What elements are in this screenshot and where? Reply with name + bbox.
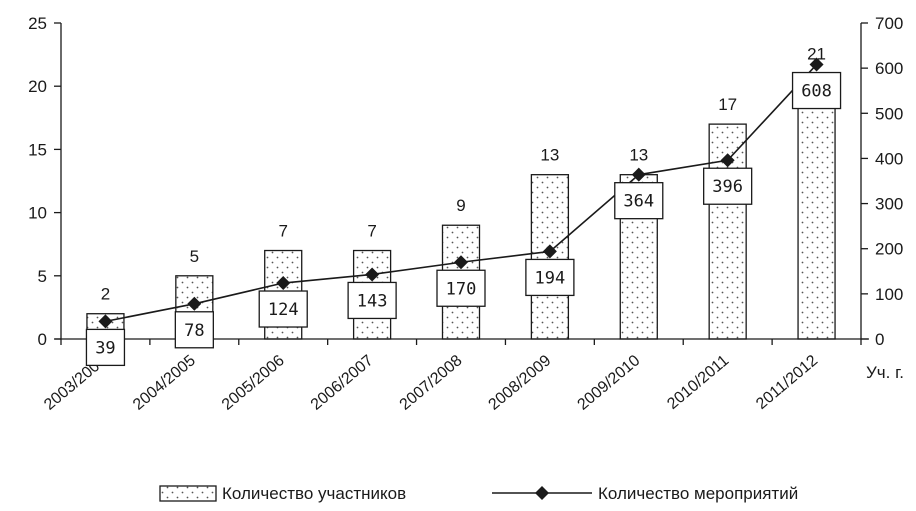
line-marker-2009/2010 — [631, 167, 646, 182]
bar-value-label: 21 — [807, 45, 826, 64]
line-value-label: 396 — [712, 177, 743, 197]
axes-layer: 051015202501002003004005006007002003/200… — [28, 14, 904, 414]
line-value-label: 608 — [801, 82, 832, 102]
line-value-box — [791, 71, 842, 110]
line-marker-2007/2008 — [454, 255, 468, 270]
y-left-tick-label: 5 — [38, 267, 47, 286]
bar-value-label: 5 — [190, 247, 199, 266]
y-left-tick-label: 15 — [28, 140, 47, 159]
line-value-box — [258, 290, 308, 328]
legend-line-marker — [535, 486, 549, 500]
y-right-tick-label: 100 — [875, 285, 903, 304]
x-axis-unit: Уч. г. — [866, 363, 904, 382]
x-tick-label: 2007/2008 — [397, 352, 466, 414]
line-value-box — [85, 328, 126, 367]
legend-bar-swatch — [159, 485, 217, 502]
line-value-label: 78 — [184, 321, 204, 341]
line-value-box — [525, 258, 575, 297]
line-marker-2008/2009 — [542, 244, 557, 259]
line-marker-2011/2012 — [809, 57, 824, 72]
legend-bar-label: Количество участников — [222, 484, 406, 503]
bar-value-label: 13 — [540, 146, 559, 165]
y-right-tick-label: 500 — [875, 104, 903, 123]
bar-value-label: 13 — [629, 146, 648, 165]
line-value-label: 39 — [95, 338, 115, 358]
line-layer — [98, 57, 824, 329]
bar-value-label: 9 — [456, 196, 465, 215]
legend: Количество участников Количество меропри… — [159, 484, 798, 503]
y-right-tick-label: 300 — [875, 195, 903, 214]
bar-value-label: 7 — [367, 222, 376, 241]
y-left-tick-label: 20 — [28, 77, 47, 96]
y-right-tick-label: 600 — [875, 59, 903, 78]
bar-value-label: 7 — [278, 222, 287, 241]
bar-value-label: 2 — [101, 285, 110, 304]
y-left-tick-label: 10 — [28, 204, 47, 223]
y-right-tick-label: 700 — [875, 14, 903, 33]
x-tick-label: 2010/2011 — [664, 352, 732, 413]
x-tick-label: 2005/2006 — [219, 352, 288, 414]
x-tick-label: 2011/2012 — [753, 352, 821, 413]
x-tick-label: 2006/2007 — [308, 352, 377, 414]
x-tick-label: 2008/2009 — [486, 352, 555, 414]
line-value-label: 143 — [357, 291, 388, 311]
line-value-box — [614, 182, 664, 220]
line-marker-2010/2011 — [720, 153, 735, 168]
y-right-tick-label: 400 — [875, 149, 903, 168]
line-marker-2006/2007 — [365, 267, 380, 282]
labels-layer: 2 5 7 7 9 13 13 17 21 39 78 124 143 170 194 364 396 608 — [85, 45, 842, 367]
line-value-box — [436, 269, 486, 307]
line-value-box — [174, 311, 214, 349]
line-value-label: 170 — [446, 279, 477, 299]
line-marker-2004/2005 — [187, 296, 202, 311]
y-left-tick-label: 0 — [38, 330, 47, 349]
bar-2011/2012 — [797, 72, 836, 340]
line-value-label: 124 — [268, 300, 299, 320]
line-marker-2003/2004 — [98, 314, 113, 329]
line-value-box — [347, 281, 397, 320]
line-value-label: 364 — [623, 192, 654, 212]
line-marker-2005/2006 — [276, 276, 291, 291]
x-tick-label: 2004/2005 — [130, 352, 199, 414]
x-tick-label: 2009/2010 — [574, 352, 643, 414]
bar-value-label: 17 — [718, 95, 737, 114]
legend-line-label: Количество мероприятий — [598, 484, 798, 503]
y-left-tick-label: 25 — [28, 14, 47, 33]
y-right-tick-label: 200 — [875, 240, 903, 259]
y-right-tick-label: 0 — [875, 330, 884, 349]
line-value-box — [703, 167, 753, 205]
line-value-label: 194 — [535, 268, 566, 288]
